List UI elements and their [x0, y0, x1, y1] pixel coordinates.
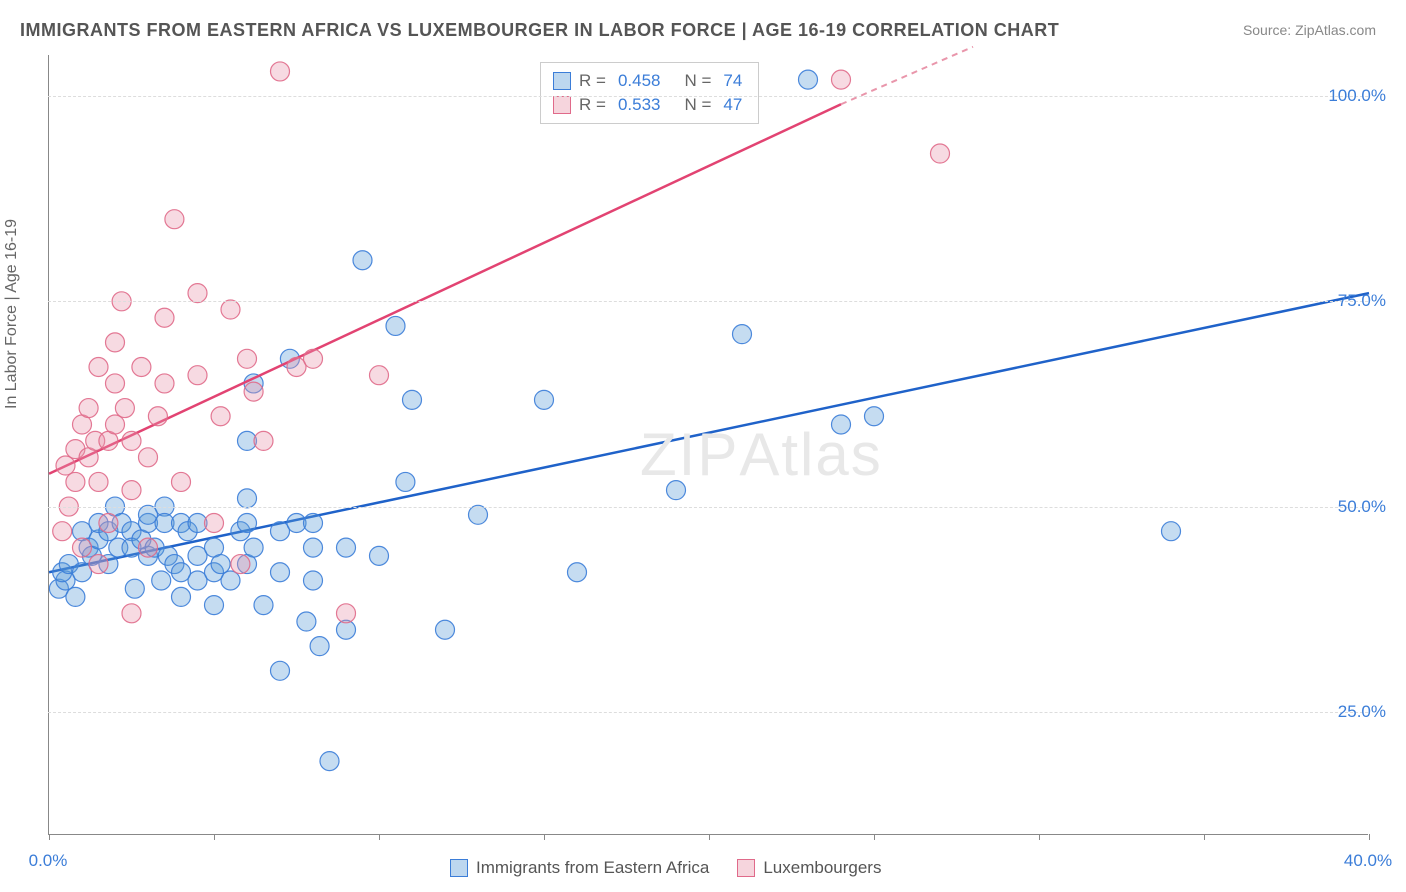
gridline: [48, 507, 1368, 508]
gridline: [48, 301, 1368, 302]
legend-label: Immigrants from Eastern Africa: [476, 858, 709, 878]
scatter-svg: [49, 55, 1368, 834]
r-value: 0.533: [618, 95, 661, 115]
gridline: [48, 712, 1368, 713]
x-tick-label: 0.0%: [29, 851, 68, 871]
chart-title: IMMIGRANTS FROM EASTERN AFRICA VS LUXEMB…: [20, 20, 1059, 41]
x-tick: [214, 834, 215, 840]
gridline: [48, 96, 1368, 97]
x-tick: [1204, 834, 1205, 840]
r-value: 0.458: [618, 71, 661, 91]
x-tick: [544, 834, 545, 840]
legend-swatch: [553, 96, 571, 114]
x-tick: [709, 834, 710, 840]
y-tick-label: 75.0%: [1338, 291, 1386, 311]
x-tick: [1039, 834, 1040, 840]
series-legend: Immigrants from Eastern Africa Luxembour…: [450, 858, 881, 878]
y-axis-label: In Labor Force | Age 16-19: [3, 219, 21, 409]
x-tick-label: 40.0%: [1344, 851, 1392, 871]
chart-plot-area: [48, 55, 1368, 835]
legend-row: R = 0.458 N = 74: [553, 69, 746, 93]
legend-swatch: [737, 859, 755, 877]
y-tick-label: 25.0%: [1338, 702, 1386, 722]
n-value: 47: [723, 95, 742, 115]
legend-label: Luxembourgers: [763, 858, 881, 878]
legend-swatch: [450, 859, 468, 877]
y-tick-label: 100.0%: [1328, 86, 1386, 106]
source-link[interactable]: ZipAtlas.com: [1295, 22, 1376, 38]
r-label: R =: [579, 95, 606, 115]
r-label: R =: [579, 71, 606, 91]
y-tick-label: 50.0%: [1338, 497, 1386, 517]
legend-item: Immigrants from Eastern Africa: [450, 858, 709, 878]
x-tick: [49, 834, 50, 840]
n-label: N =: [684, 71, 711, 91]
n-label: N =: [684, 95, 711, 115]
n-value: 74: [723, 71, 742, 91]
source-attribution: Source: ZipAtlas.com: [1243, 22, 1376, 38]
correlation-legend: R = 0.458 N = 74 R = 0.533 N = 47: [540, 62, 759, 124]
source-label: Source:: [1243, 22, 1291, 38]
x-tick: [874, 834, 875, 840]
x-tick: [1369, 834, 1370, 840]
legend-swatch: [553, 72, 571, 90]
x-tick: [379, 834, 380, 840]
legend-item: Luxembourgers: [737, 858, 881, 878]
